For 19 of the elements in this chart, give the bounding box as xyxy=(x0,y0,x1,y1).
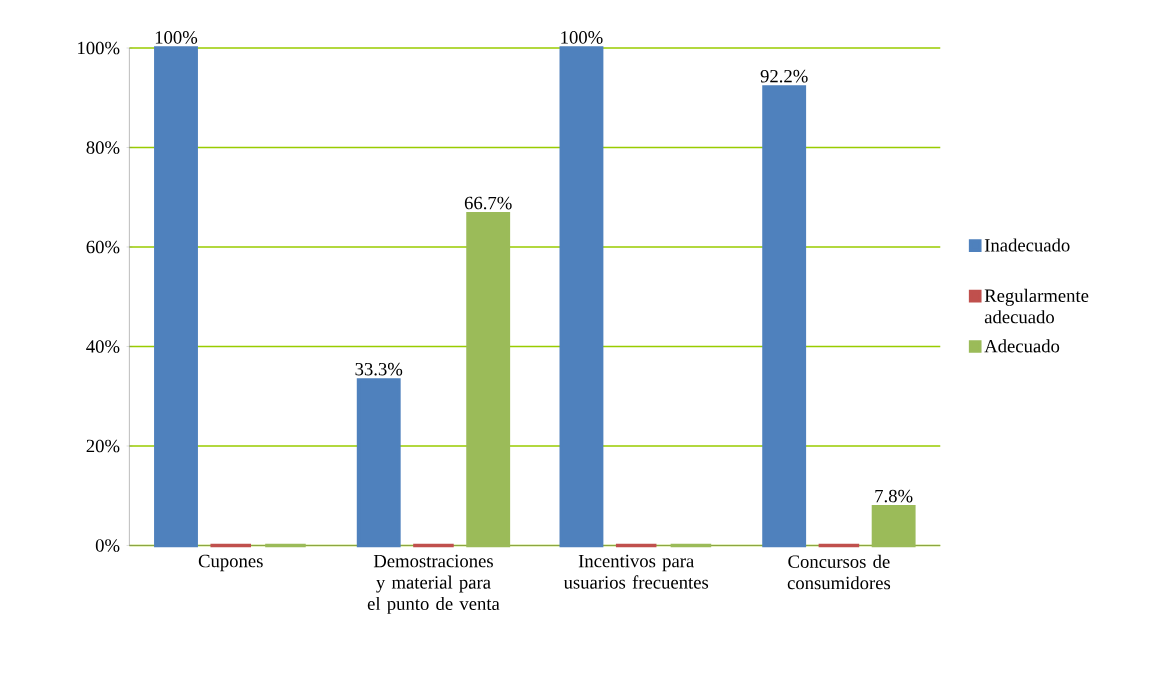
legend-label: Regularmente adecuado xyxy=(984,289,1089,324)
data-label: 33.3% xyxy=(355,363,403,376)
data-label: 92.2% xyxy=(760,70,808,83)
legend-label: Adecuado xyxy=(984,339,1060,353)
y-tick-label: 100% xyxy=(78,41,120,55)
x-tick-label: Demostraciones y material para el punto de venta xyxy=(367,555,500,615)
y-tick-label: 0% xyxy=(95,539,120,553)
legend-label: Inadecuado xyxy=(984,238,1070,252)
x-tick-label: Incentivos para usuarios frecuentes xyxy=(563,555,709,589)
x-tick-label: Concursos de consumidores xyxy=(787,555,891,590)
y-tick-label: 80% xyxy=(86,141,120,155)
x-tick-label: Cupones xyxy=(198,555,263,572)
y-tick-label: 60% xyxy=(86,240,120,254)
data-label: 100% xyxy=(561,31,603,44)
data-label: 100% xyxy=(155,31,198,44)
data-label: 7.8% xyxy=(875,489,913,503)
y-tick-label: 40% xyxy=(86,340,120,354)
y-tick-label: 20% xyxy=(86,439,120,453)
data-label: 66.7% xyxy=(464,196,512,210)
